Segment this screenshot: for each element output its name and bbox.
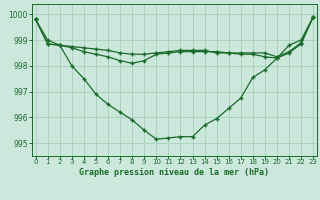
X-axis label: Graphe pression niveau de la mer (hPa): Graphe pression niveau de la mer (hPa) [79, 168, 269, 177]
